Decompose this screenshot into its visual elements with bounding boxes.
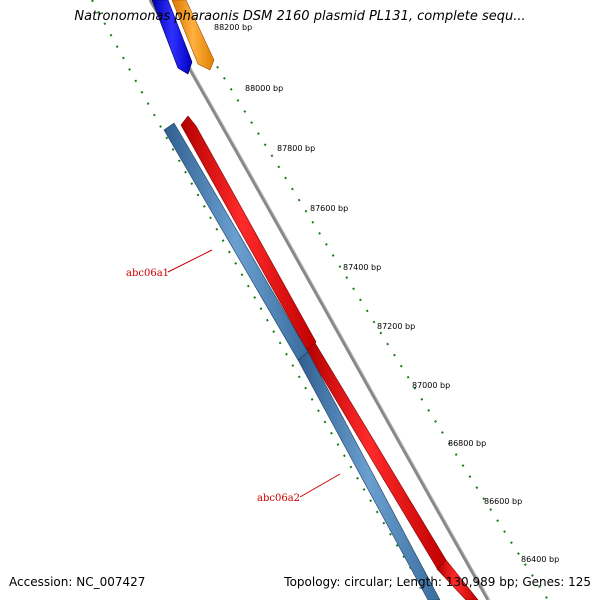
tick-label-86400: 86400 bp (521, 555, 559, 564)
tick-label-87600: 87600 bp (310, 204, 348, 213)
gene-abc06a2-leader (299, 473, 341, 498)
tick-label-87800: 87800 bp (277, 144, 315, 153)
tick-label-88200: 88200 bp (214, 23, 252, 32)
gene-label-abc06a2[interactable]: abc06a2 (257, 493, 300, 504)
forward-cds-2[interactable] (305, 342, 447, 571)
blue-feature[interactable] (151, 0, 193, 75)
accession-text: Accession: NC_007427 (9, 575, 146, 589)
gene-abc06a1-leader (167, 249, 213, 273)
tick-label-88000: 88000 bp (245, 84, 283, 93)
gene-abc06a2-feature[interactable] (297, 351, 441, 600)
tick-label-87400: 87400 bp (343, 263, 381, 272)
backbone-highlight (151, 0, 491, 600)
tick-label-86800: 86800 bp (448, 439, 486, 448)
outer-scale-ring (175, 0, 549, 600)
tick-label-87200: 87200 bp (377, 322, 415, 331)
forward-cds-3[interactable] (436, 559, 479, 600)
orange-feature[interactable] (171, 0, 215, 71)
summary-text: Topology: circular; Length: 130,989 bp; … (284, 575, 591, 589)
forward-cds-1[interactable] (180, 115, 317, 353)
backbone-line (148, 0, 490, 600)
map-title: Natronomonas pharaonis DSM 2160 plasmid … (74, 9, 526, 24)
gene-label-abc06a1[interactable]: abc06a1 (126, 268, 169, 279)
tick-label-86600: 86600 bp (484, 497, 522, 506)
tick-label-87000: 87000 bp (412, 381, 450, 390)
